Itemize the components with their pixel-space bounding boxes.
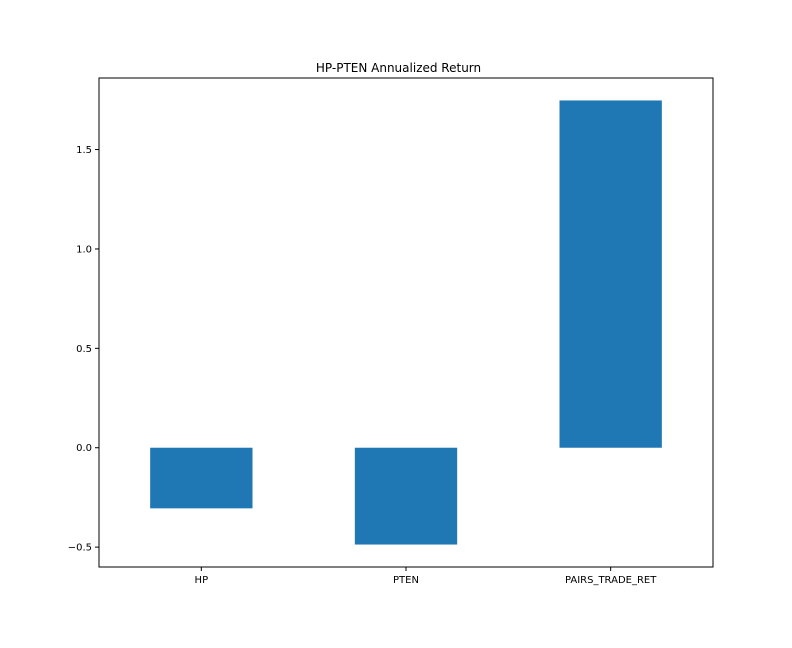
bar-pten xyxy=(354,447,458,545)
x-tick-label: PAIRS_TRADE_RET xyxy=(565,575,657,586)
x-tick-label: HP xyxy=(195,575,209,586)
y-tick-label: 0.0 xyxy=(76,443,92,454)
bars-group xyxy=(150,100,662,545)
x-axis-ticks: HP PTEN PAIRS_TRADE_RET xyxy=(195,567,657,586)
bar-hp xyxy=(150,447,253,509)
chart-title: HP-PTEN Annualized Return xyxy=(316,61,481,75)
bar-pairs-trade-ret xyxy=(559,100,662,448)
y-tick-label: −0.5 xyxy=(68,543,92,554)
y-tick-label: 1.5 xyxy=(76,145,92,156)
y-axis-ticks: −0.5 0.0 0.5 1.0 1.5 xyxy=(68,145,99,554)
plot-area-frame xyxy=(98,77,714,568)
x-tick-label: PTEN xyxy=(393,575,419,586)
y-tick-label: 0.5 xyxy=(76,344,92,355)
y-tick-label: 1.0 xyxy=(76,244,92,255)
